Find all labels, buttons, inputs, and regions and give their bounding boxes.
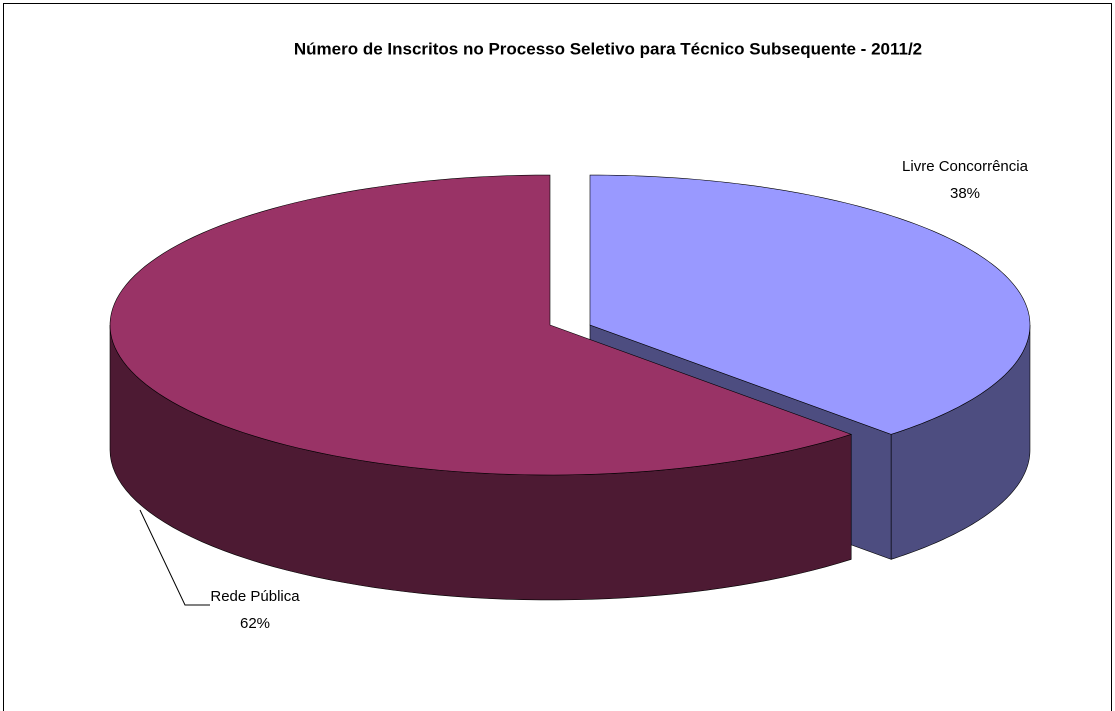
slice-value-label: 62%: [240, 615, 270, 632]
chart-frame: [3, 3, 1112, 711]
slice-top: [109, 174, 853, 476]
slice-label: Rede Pública: [210, 588, 300, 605]
slice-top: [589, 174, 1031, 435]
leader-line: [139, 509, 210, 606]
slice-label: Livre Concorrência: [902, 158, 1029, 175]
slice-value-label: 38%: [950, 185, 980, 202]
chart-title: Número de Inscritos no Processo Seletivo…: [294, 39, 922, 58]
